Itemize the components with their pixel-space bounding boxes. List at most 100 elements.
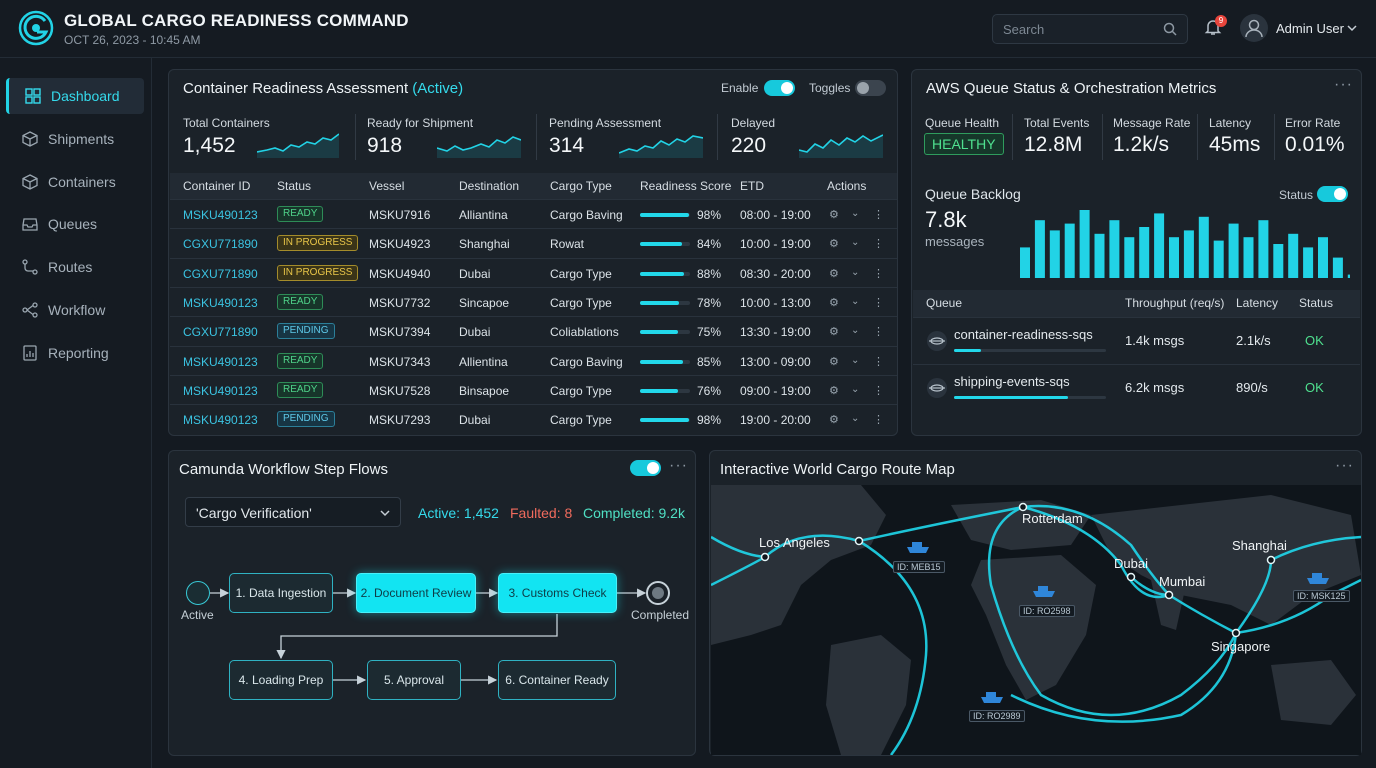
city-label[interactable]: Singapore [1211,639,1271,654]
sidebar-item-shipments[interactable]: Shipments [6,121,144,157]
user-icon [1245,19,1263,38]
gear-icon[interactable]: ⚙ [829,384,839,397]
sidebar-item-dashboard[interactable]: Dashboard [6,78,144,114]
more-vertical-icon[interactable]: ⋮ [873,414,884,427]
container-id-link[interactable]: MSKU490123 [183,295,258,310]
start-event[interactable] [186,581,210,605]
more-vertical-icon[interactable]: ⋮ [873,209,884,221]
column-header[interactable]: Throughput (req/s) [1125,296,1225,310]
chevron-down-icon[interactable]: ⌄ [851,295,860,307]
sidebar-item-label: Workflow [48,302,106,318]
chevron-down-icon[interactable] [1347,24,1357,32]
sidebar-item-workflow[interactable]: Workflow [6,292,144,328]
workflow-step[interactable]: 1. Data Ingestion [229,573,333,613]
more-vertical-icon[interactable]: ⋮ [873,355,884,368]
chevron-down-icon[interactable]: ⌄ [851,413,860,425]
workflow-toggle[interactable] [630,460,661,476]
city-label[interactable]: Shanghai [1232,538,1287,553]
table-row[interactable]: MSKU490123 READY MSKU7528 Binsapoe Cargo Typ… [170,374,897,404]
city-label[interactable]: Los Angeles [759,535,830,550]
container-id-link[interactable]: CGXU771890 [183,237,258,252]
queue-row[interactable]: container-readiness-sqs 1.4k msgs 2.1k/s… [913,317,1360,364]
more-icon[interactable]: ··· [1334,76,1353,93]
column-header[interactable]: Readiness Score [640,179,732,193]
route-icon [22,259,38,275]
column-header[interactable]: ETD [740,179,764,193]
table-row[interactable]: MSKU490123 READY MSKU7916 Alliantina Cargo B… [170,199,897,228]
end-event[interactable] [646,581,670,605]
toggles-toggle[interactable] [855,80,886,96]
gear-icon[interactable]: ⚙ [829,326,839,339]
search-input[interactable]: Search [992,14,1188,44]
more-vertical-icon[interactable]: ⋮ [873,267,884,280]
container-id-link[interactable]: MSKU490123 [183,354,258,369]
sidebar-item-queues[interactable]: Queues [6,206,144,242]
readiness-score-bar [640,271,690,276]
avatar[interactable] [1240,14,1268,42]
queue-row[interactable]: shipping-events-sqs 6.2k msgs 890/s OK [913,364,1360,411]
status-toggle[interactable] [1317,186,1348,202]
workflow-step[interactable]: 2. Document Review [356,573,476,613]
table-row[interactable]: MSKU490123 READY MSKU7732 Sincapoe Cargo Typ… [170,286,897,316]
column-header[interactable]: Container ID [183,179,251,193]
chevron-down-icon[interactable]: ⌄ [851,325,860,337]
ship-id-label[interactable]: ID: RO2598 [1019,605,1075,617]
workflow-step[interactable]: 3. Customs Check [498,573,617,613]
gear-icon[interactable]: ⚙ [829,414,839,427]
chevron-down-icon[interactable]: ⌄ [851,383,860,395]
column-header[interactable]: Status [1299,296,1334,310]
chevron-down-icon[interactable]: ⌄ [851,266,860,278]
workflow-step[interactable]: 6. Container Ready [498,660,616,700]
container-id-link[interactable]: MSKU490123 [183,413,258,428]
chevron-down-icon[interactable]: ⌄ [851,237,860,249]
workflow-step[interactable]: 5. Approval [367,660,461,700]
city-label[interactable]: Mumbai [1159,574,1206,589]
metric-value: 45ms [1209,133,1261,156]
gear-icon[interactable]: ⚙ [829,209,839,221]
column-header[interactable]: Cargo Type [550,179,612,193]
table-row[interactable]: MSKU490123 PENDING MSKU7293 Dubai Cargo Type… [170,404,897,433]
more-vertical-icon[interactable]: ⋮ [873,384,884,397]
table-row[interactable]: CGXU771890 PENDING MSKU7394 Dubai Coliablati… [170,316,897,345]
gear-icon[interactable]: ⚙ [829,238,839,251]
enable-toggle[interactable] [764,80,795,96]
table-row[interactable]: MSKU490123 READY MSKU7343 Allientina Cargo B… [170,345,897,375]
sidebar-item-containers[interactable]: Containers [6,164,144,200]
ship-id-label[interactable]: ID: MSK125 [1293,590,1350,602]
ship-id-label[interactable]: ID: MEB15 [893,561,945,573]
chevron-down-icon[interactable]: ⌄ [851,354,860,366]
ship-id-label[interactable]: ID: RO2989 [969,710,1025,722]
more-vertical-icon[interactable]: ⋮ [873,326,884,339]
sidebar-item-reporting[interactable]: Reporting [6,335,144,371]
city-label[interactable]: Dubai [1114,556,1148,571]
more-vertical-icon[interactable]: ⋮ [873,238,884,251]
workflow-step[interactable]: 4. Loading Prep [229,660,333,700]
more-icon[interactable]: ··· [1335,457,1354,474]
workflow-select[interactable]: 'Cargo Verification' [185,497,401,527]
search-icon[interactable] [1163,22,1177,36]
container-id-link[interactable]: CGXU771890 [183,266,258,281]
column-header[interactable]: Latency [1236,296,1279,310]
column-header[interactable]: Queue [926,296,963,310]
more-vertical-icon[interactable]: ⋮ [873,296,884,309]
table-row[interactable]: CGXU771890 IN PROGRESS MSKU4923 Shanghai Row… [170,228,897,257]
column-header[interactable]: Status [277,179,312,193]
sidebar-item-label: Reporting [48,345,109,361]
city-label[interactable]: Rotterdam [1022,511,1083,526]
table-row[interactable]: CGXU771890 IN PROGRESS MSKU4940 Dubai Cargo … [170,257,897,287]
sidebar-item-routes[interactable]: Routes [6,249,144,285]
gear-icon[interactable]: ⚙ [829,355,839,368]
gear-icon[interactable]: ⚙ [829,296,839,309]
column-header[interactable]: Vessel [369,179,405,193]
chevron-down-icon[interactable]: ⌄ [851,208,860,219]
container-id-link[interactable]: MSKU490123 [183,208,258,222]
more-icon[interactable]: ··· [669,457,688,474]
metric-value: 1.2k/s [1113,133,1170,156]
column-header[interactable]: Destination [459,179,520,193]
gear-icon[interactable]: ⚙ [829,267,839,280]
readiness-score-value: 98% [697,413,722,428]
container-id-link[interactable]: MSKU490123 [183,383,258,398]
world-map[interactable]: Los Angeles Rotterdam Dubai Mumbai Shang… [711,485,1361,755]
user-name[interactable]: Admin User [1276,21,1344,36]
container-id-link[interactable]: CGXU771890 [183,325,258,340]
